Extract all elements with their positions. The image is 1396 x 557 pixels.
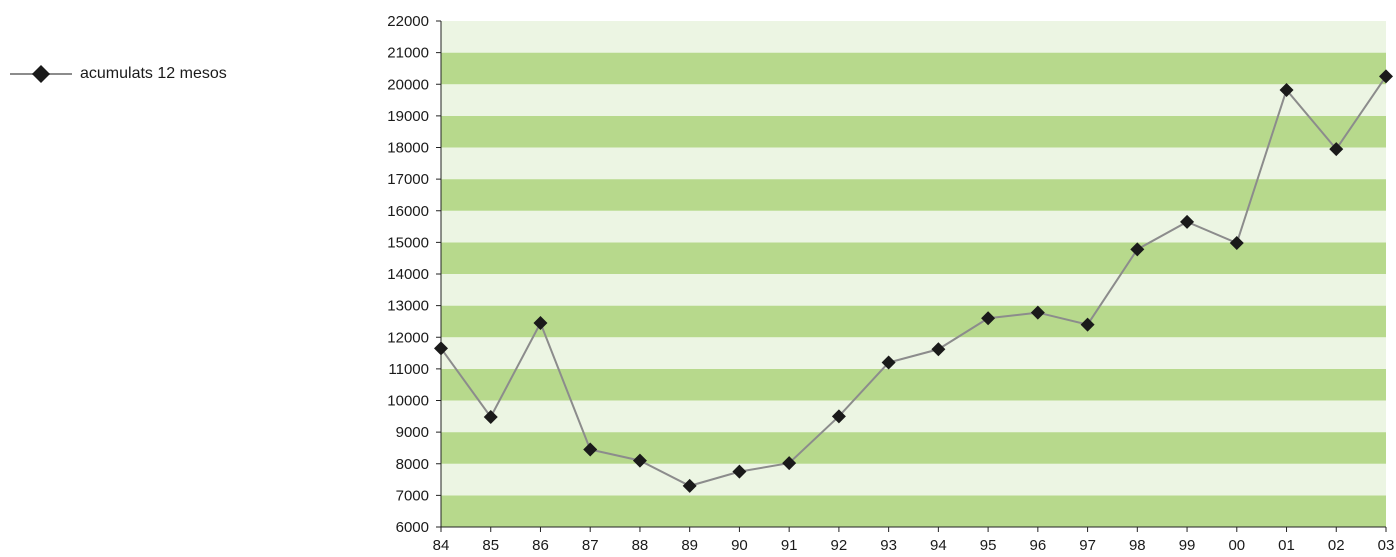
x-tick-label: 93 [880, 537, 897, 554]
legend: acumulats 12 mesos [10, 64, 227, 84]
x-tick-label: 99 [1179, 537, 1196, 554]
y-tick-label: 15000 [387, 234, 429, 251]
data-point-marker [1080, 317, 1095, 332]
x-tick-label: 92 [831, 537, 848, 554]
y-tick-label: 8000 [396, 456, 429, 473]
x-tick-label: 90 [731, 537, 748, 554]
legend-diamond-marker [32, 65, 50, 83]
x-tick-label: 94 [930, 537, 947, 554]
plot-bands [441, 21, 1386, 527]
x-tick-label: 85 [482, 537, 499, 554]
plot-band [441, 400, 1386, 433]
y-tick-label: 18000 [387, 140, 429, 157]
y-tick-label: 17000 [387, 171, 429, 188]
x-tick-label: 88 [632, 537, 649, 554]
y-tick-label: 21000 [387, 45, 429, 62]
x-tick-label: 87 [582, 537, 599, 554]
y-tick-label: 16000 [387, 203, 429, 220]
plot-band [441, 463, 1386, 496]
y-tick-label: 10000 [387, 393, 429, 410]
plot-band [441, 84, 1386, 116]
data-point-marker [1130, 242, 1145, 257]
data-point-marker [732, 464, 747, 479]
x-tick-label: 00 [1228, 537, 1245, 554]
y-tick-label: 6000 [396, 519, 429, 536]
series-line [440, 75, 1387, 487]
x-tick-label: 89 [681, 537, 698, 554]
data-point-marker [483, 409, 498, 424]
data-point-marker [682, 478, 697, 493]
plot-band [441, 210, 1386, 243]
y-tick-label: 13000 [387, 298, 429, 315]
x-tick-label: 01 [1278, 537, 1295, 554]
data-point-marker [632, 453, 647, 468]
data-point-marker [1180, 214, 1195, 229]
data-point-marker [533, 316, 548, 331]
data-point-marker [1030, 305, 1045, 320]
x-tick-label: 91 [781, 537, 798, 554]
data-point-marker [583, 442, 598, 457]
data-point-marker [434, 341, 448, 356]
x-tick-label: 96 [1029, 537, 1046, 554]
plot-band [441, 179, 1386, 211]
series-group [434, 69, 1393, 493]
data-point-marker [931, 342, 946, 357]
data-point-marker [1329, 142, 1344, 157]
y-tick-label: 9000 [396, 424, 429, 441]
x-tick-label: 02 [1328, 537, 1345, 554]
data-point-marker [831, 409, 846, 424]
data-point-marker [1279, 82, 1294, 97]
x-tick-label: 84 [433, 537, 450, 554]
data-point-marker [981, 311, 996, 326]
plot-band [441, 337, 1386, 369]
y-axis: 6000 7000 8000 9000 10000 11000 12000 13000 1400… [387, 13, 442, 536]
plot-band [441, 368, 1386, 401]
y-tick-label: 12000 [387, 329, 429, 346]
plot-band [441, 115, 1386, 148]
plot-band [441, 305, 1386, 338]
x-axis: 84 85 86 87 88 89 90 91 92 93 94 95 96 97 98 99 00 01 02 03 [433, 526, 1395, 554]
data-point-marker [881, 355, 896, 370]
plot-band [441, 274, 1386, 306]
y-tick-label: 19000 [387, 108, 429, 125]
x-tick-label: 95 [980, 537, 997, 554]
legend-label: acumulats 12 mesos [80, 65, 227, 82]
plot-band [441, 52, 1386, 85]
plot-band [441, 242, 1386, 274]
y-tick-label: 11000 [388, 361, 429, 378]
plot-band [441, 147, 1386, 180]
plot-band [441, 21, 1386, 53]
data-point-marker [1229, 236, 1244, 251]
x-tick-label: 98 [1129, 537, 1146, 554]
y-tick-label: 20000 [387, 76, 429, 93]
legend-swatch-line [10, 65, 72, 83]
x-tick-label: 03 [1378, 537, 1395, 554]
y-tick-label: 7000 [396, 487, 429, 504]
y-tick-label: 14000 [387, 266, 429, 283]
x-tick-label: 97 [1079, 537, 1096, 554]
data-point-marker [1379, 69, 1393, 84]
data-point-marker [782, 456, 797, 471]
plot-band [441, 432, 1386, 464]
plot-band [441, 495, 1386, 527]
x-tick-label: 86 [532, 537, 549, 554]
y-tick-label: 22000 [387, 13, 429, 30]
